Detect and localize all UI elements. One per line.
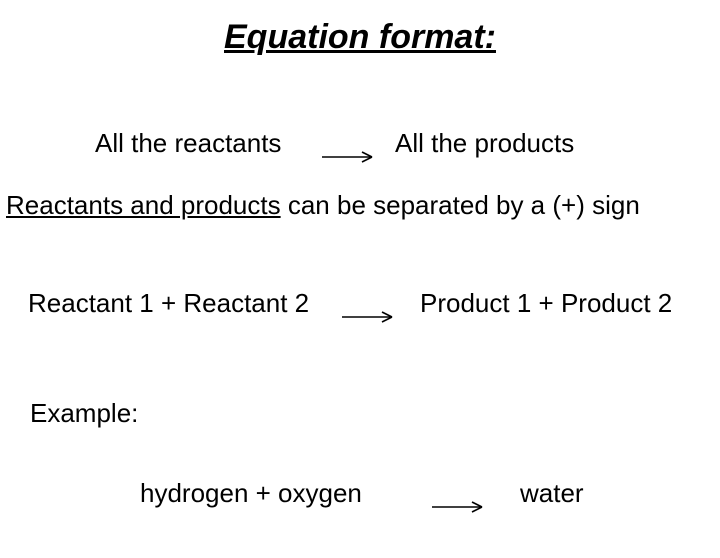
product-2: Product 2 — [561, 288, 672, 318]
explanation-rest: can be separated by a (+) sign — [281, 190, 640, 220]
reactants-label: All the reactants — [95, 128, 281, 159]
example-lhs: hydrogen + oxygen — [140, 478, 362, 509]
product-1: Product 1 — [420, 288, 531, 318]
plus-sign: + — [531, 288, 561, 318]
products-label: All the products — [395, 128, 574, 159]
page-title: Equation format: — [0, 18, 720, 57]
arrow-icon — [430, 490, 488, 521]
arrow-icon — [340, 300, 398, 331]
example-label: Example: — [30, 398, 138, 429]
reactant-2: Reactant 2 — [183, 288, 309, 318]
explanation-underlined: Reactants and products — [6, 190, 281, 220]
explanation-line: Reactants and products can be separated … — [6, 190, 720, 221]
reactant-1: Reactant 1 — [28, 288, 154, 318]
plus-sign: + — [154, 288, 184, 318]
reactants-expr: Reactant 1 + Reactant 2 — [28, 288, 309, 319]
arrow-icon — [320, 140, 378, 171]
products-expr: Product 1 + Product 2 — [420, 288, 672, 319]
example-rhs: water — [520, 478, 584, 509]
